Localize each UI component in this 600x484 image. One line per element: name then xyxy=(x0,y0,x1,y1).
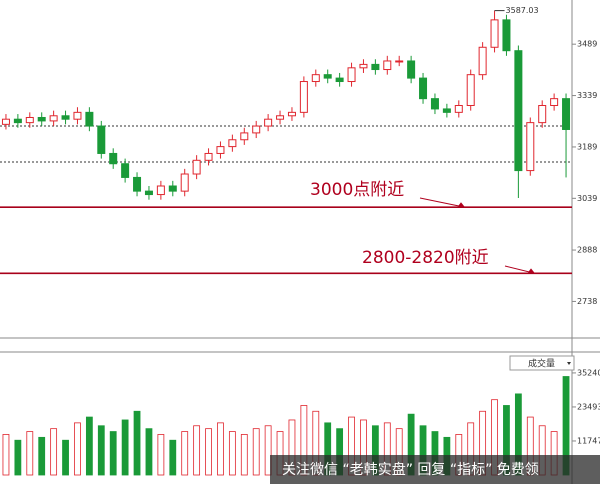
volume-bar xyxy=(252,428,260,476)
y-tick-label: 3039 xyxy=(577,194,597,203)
volume-bar xyxy=(62,439,69,476)
candle-body xyxy=(97,125,106,154)
candle-body xyxy=(228,139,237,148)
volume-bar xyxy=(181,431,189,476)
volume-bar xyxy=(109,431,117,476)
candle-body xyxy=(454,105,463,113)
y-tick-label: 11747 xyxy=(577,436,600,445)
y-tick-label: 2888 xyxy=(577,246,597,255)
candle-body xyxy=(335,77,344,83)
volume-bar xyxy=(157,434,165,476)
volume-bar xyxy=(38,436,46,476)
candle-body xyxy=(430,98,439,110)
y-tick-label: 35240 xyxy=(577,368,600,377)
volume-bar xyxy=(26,431,34,476)
volume-bar xyxy=(85,416,93,476)
watermark-bg xyxy=(270,455,600,484)
candle-body xyxy=(323,74,332,79)
candle-body xyxy=(180,173,189,192)
candle-body xyxy=(526,122,535,172)
volume-bar xyxy=(205,428,212,476)
volume-bar xyxy=(217,422,224,476)
candle-body xyxy=(538,105,547,124)
volume-bar xyxy=(97,425,105,476)
max-label: 3587.03 xyxy=(506,6,539,15)
indicator-select[interactable] xyxy=(509,355,575,371)
y-tick-label: 23493 xyxy=(577,402,600,411)
volume-bar xyxy=(145,428,153,476)
volume-bar xyxy=(193,425,201,476)
candle-body xyxy=(216,146,225,154)
volume-bar xyxy=(133,410,141,476)
candle-body xyxy=(252,125,261,134)
candle-body xyxy=(395,60,404,63)
indicator-label: 成交量 xyxy=(528,358,555,370)
volume-bar xyxy=(2,434,10,476)
candle-body xyxy=(204,152,213,161)
candle-body xyxy=(514,50,523,172)
candle-body xyxy=(25,116,34,124)
arrow-head xyxy=(458,202,465,208)
volume-bar xyxy=(14,439,22,476)
candle-body xyxy=(1,118,10,125)
y-tick-label: 3489 xyxy=(577,40,597,49)
arrow-head xyxy=(528,268,535,274)
annotation: 2800-2820附近 xyxy=(362,248,489,268)
candle-body xyxy=(371,63,380,71)
volume-bar xyxy=(240,434,248,476)
candle-body xyxy=(478,46,487,76)
volume-bar xyxy=(264,425,272,476)
candle-body xyxy=(347,67,356,83)
candle-body xyxy=(299,81,308,113)
candle-body xyxy=(61,115,70,120)
candle-body xyxy=(466,74,475,107)
y-tick-label: 3189 xyxy=(577,142,597,151)
candle-body xyxy=(156,185,165,196)
candle-body xyxy=(562,98,571,130)
candle-body xyxy=(168,185,177,192)
candle-body xyxy=(192,159,201,175)
candle-body xyxy=(276,115,285,120)
candle-body xyxy=(13,118,22,124)
candle-body xyxy=(442,108,451,113)
volume-bar xyxy=(121,419,129,476)
candle-body xyxy=(264,118,273,127)
candle-body xyxy=(407,60,416,79)
volume-bar xyxy=(50,428,58,476)
volume-bar xyxy=(74,422,81,476)
watermark-text: 关注微信 “老韩实盘” 回复 “指标” 免费领 xyxy=(282,461,539,478)
annotation-arrow xyxy=(419,197,466,208)
volume-bar xyxy=(228,431,236,476)
candle-body xyxy=(383,60,392,71)
candle-body xyxy=(287,111,296,117)
volume-bar xyxy=(169,439,177,476)
y-tick-label: 2738 xyxy=(577,297,597,306)
candle-body xyxy=(121,163,130,178)
candle-body xyxy=(359,63,368,69)
candle-body xyxy=(490,19,499,48)
candle-body xyxy=(73,111,82,120)
candle-body xyxy=(133,176,142,192)
candle-body xyxy=(502,19,511,52)
candle-body xyxy=(144,190,153,196)
annotation: 3000点附近 xyxy=(310,180,404,200)
candle-body xyxy=(85,111,94,127)
candle-body xyxy=(419,77,428,100)
y-tick-label: 3339 xyxy=(577,91,597,100)
candle-body xyxy=(37,116,46,122)
candle-body xyxy=(49,115,58,122)
candle-body xyxy=(311,74,320,83)
dropdown-icon xyxy=(567,362,571,365)
candle-body xyxy=(109,152,118,165)
candle-body xyxy=(240,132,249,141)
candle-body xyxy=(550,98,559,107)
